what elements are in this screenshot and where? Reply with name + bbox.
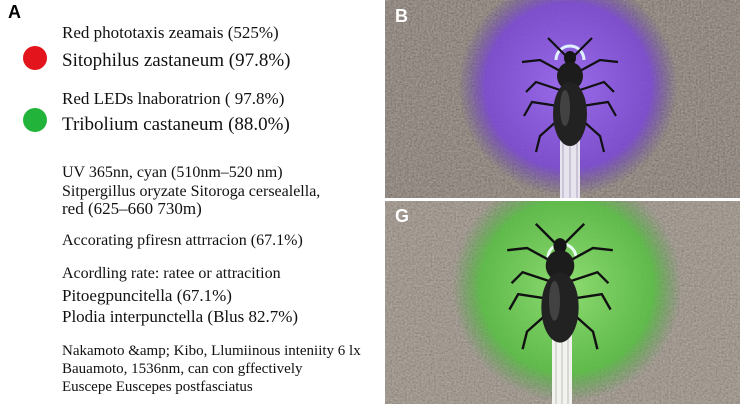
green-dot	[23, 108, 47, 132]
panel-label: A	[8, 2, 21, 22]
text-line: Acordling rate: ratee or attracition	[62, 265, 281, 282]
text-line: red (625–660 730m)	[62, 199, 202, 218]
panel-label: B	[395, 6, 408, 26]
text-line: Euscepe Euscepes postfasciatus	[62, 379, 253, 395]
text-line: Nakamoto &amp; Kibo, Llumiinous inteniit…	[62, 343, 361, 359]
text-line: Plodia interpunctella (Blus 82.7%)	[62, 307, 298, 326]
text-line: Pitoegpuncitella (67.1%)	[62, 286, 232, 305]
text-line: Red phototaxis zeamais (525%)	[62, 23, 279, 42]
panel-b	[385, 0, 740, 198]
text-line: Tribolium castaneum (88.0%)	[62, 114, 290, 135]
text-line: Accorating pfiresn attrracion (67.1%)	[62, 232, 303, 249]
panel-g	[385, 201, 740, 404]
red-dot	[23, 46, 47, 70]
text-line: Sitophilus zastaneum (97.8%)	[62, 50, 291, 71]
text-line: Red LEDs lnaboratrion ( 97.8%)	[62, 89, 284, 108]
text-line: UV 365nn, cyan (510nm–520 nm)	[62, 164, 283, 181]
panel-a	[0, 0, 383, 404]
text-line: Sitpergillus oryzate Sitoroga cersealell…	[62, 183, 320, 200]
text-line: Bauamoto, 1536nm, can con gffectively	[62, 361, 303, 377]
panel-label: G	[395, 206, 409, 226]
